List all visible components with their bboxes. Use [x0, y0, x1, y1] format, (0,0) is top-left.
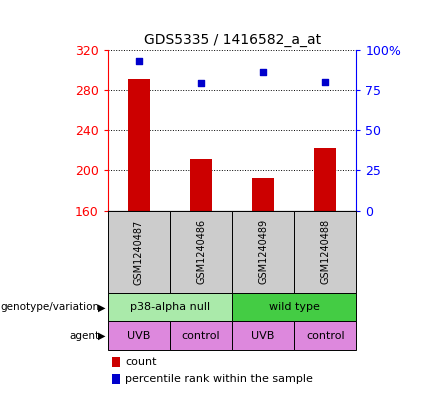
Text: control: control	[306, 331, 345, 341]
Title: GDS5335 / 1416582_a_at: GDS5335 / 1416582_a_at	[143, 33, 321, 47]
Point	[136, 58, 143, 64]
Text: GSM1240489: GSM1240489	[258, 219, 268, 285]
Text: p38-alpha null: p38-alpha null	[130, 302, 210, 312]
Point	[198, 80, 205, 86]
Text: GSM1240486: GSM1240486	[196, 219, 206, 285]
Text: genotype/variation: genotype/variation	[0, 302, 99, 312]
Text: agent: agent	[69, 331, 99, 341]
Text: count: count	[125, 357, 157, 367]
Text: UVB: UVB	[127, 331, 150, 341]
Text: GSM1240487: GSM1240487	[134, 219, 144, 285]
Point	[260, 69, 267, 75]
Point	[322, 79, 329, 85]
Text: ▶: ▶	[98, 302, 106, 312]
Text: ▶: ▶	[98, 331, 106, 341]
Bar	[315, 148, 336, 211]
Bar	[190, 159, 212, 211]
Text: percentile rank within the sample: percentile rank within the sample	[125, 374, 313, 384]
Text: control: control	[182, 331, 220, 341]
Text: UVB: UVB	[252, 331, 275, 341]
Bar	[128, 79, 150, 211]
Text: GSM1240488: GSM1240488	[320, 219, 330, 285]
Bar	[252, 178, 274, 211]
Text: wild type: wild type	[269, 302, 320, 312]
